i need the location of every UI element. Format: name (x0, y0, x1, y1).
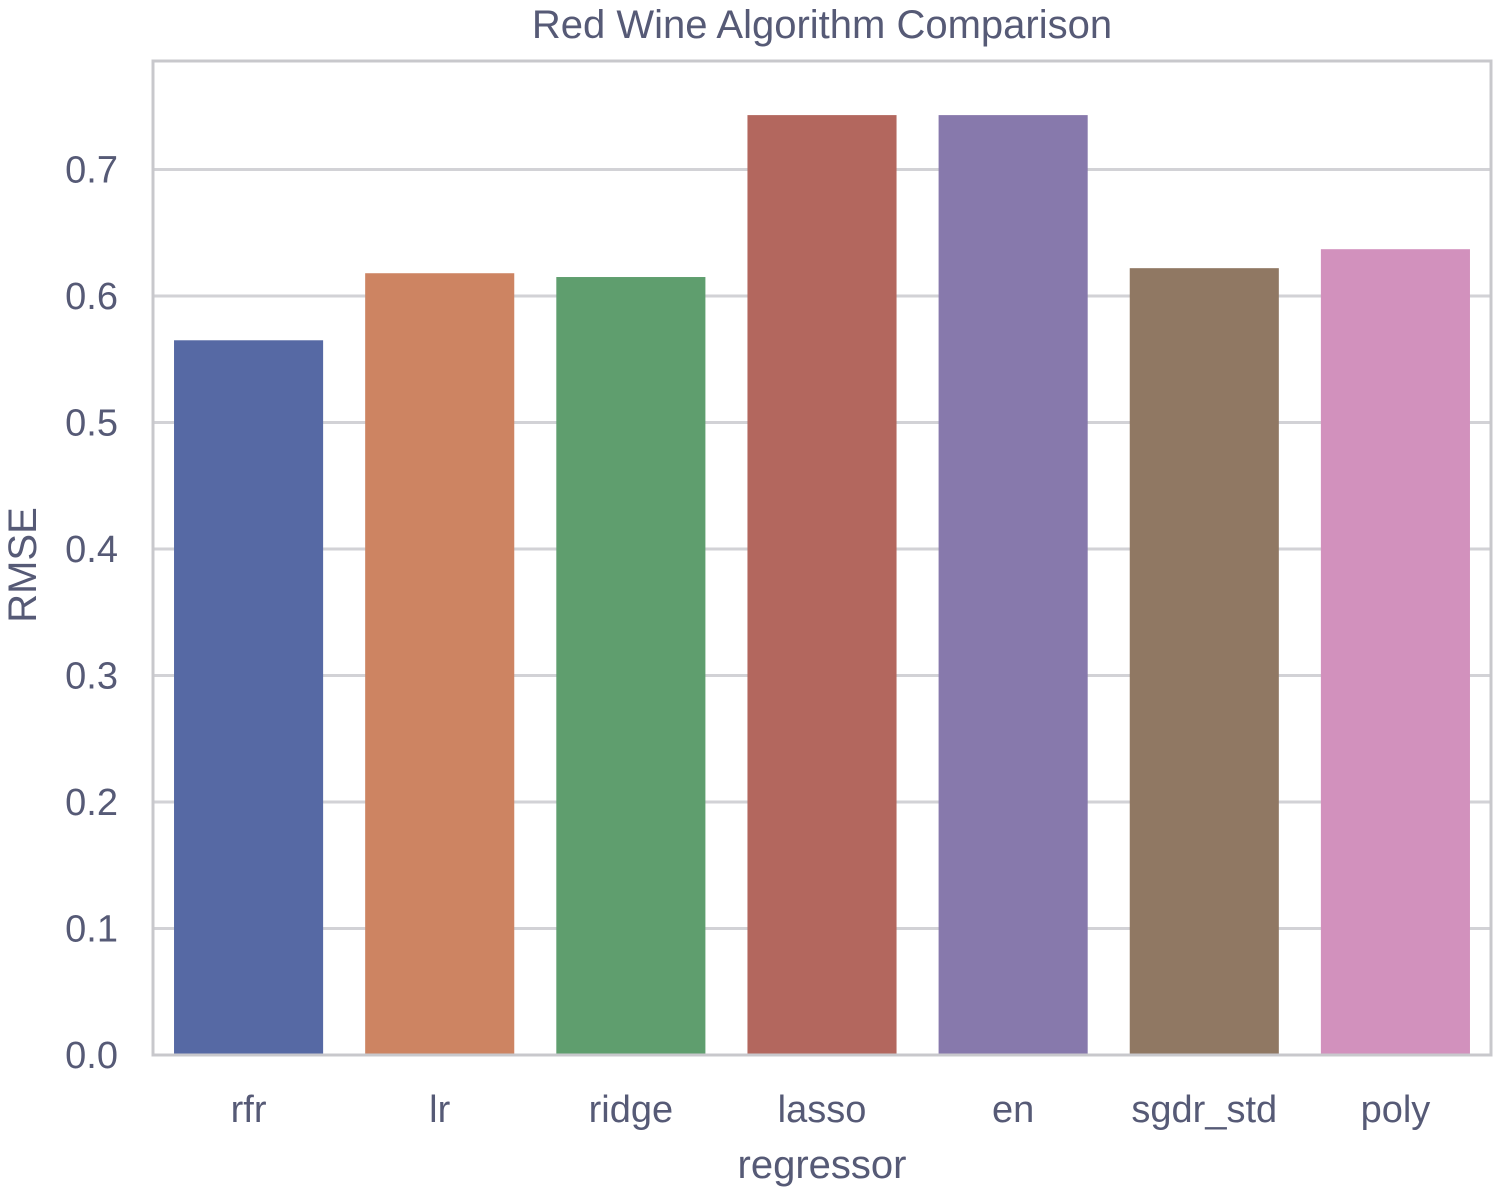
x-tick-label: sgdr_std (1131, 1089, 1277, 1131)
y-tick-label: 0.3 (65, 656, 118, 698)
bar-poly (1320, 249, 1470, 1055)
y-axis-label: RMSE (1, 507, 45, 623)
bar-en (938, 115, 1088, 1056)
x-tick-label: ridge (589, 1089, 674, 1131)
bar-lr (365, 273, 515, 1056)
bar-ridge (556, 277, 706, 1055)
y-tick-label: 0.6 (65, 276, 118, 318)
y-tick-labels: 0.0 0.1 0.2 0.3 0.4 0.5 0.6 0.7 (65, 150, 118, 1078)
x-tick-label: lasso (778, 1089, 867, 1131)
x-tick-label: poly (1361, 1089, 1431, 1131)
chart-title: Red Wine Algorithm Comparison (532, 3, 1112, 47)
bar-sgdr-std (1129, 268, 1279, 1055)
y-tick-label: 0.2 (65, 782, 118, 824)
bar-lasso (747, 115, 897, 1056)
y-tick-label: 0.0 (65, 1035, 118, 1077)
y-tick-label: 0.7 (65, 150, 118, 192)
y-tick-label: 0.1 (65, 909, 118, 951)
bar-layer (174, 115, 1470, 1056)
x-tick-label: lr (429, 1089, 450, 1131)
y-tick-label: 0.5 (65, 403, 118, 445)
plot-frame (151, 59, 1493, 1057)
y-tick-label: 0.4 (65, 529, 118, 571)
x-tick-label: en (992, 1089, 1034, 1131)
x-tick-labels: rfr lr ridge lasso en sgdr_std poly (231, 1089, 1431, 1131)
x-axis-label: regressor (738, 1143, 907, 1187)
bar-rfr (174, 340, 324, 1055)
x-tick-label: rfr (231, 1089, 267, 1131)
